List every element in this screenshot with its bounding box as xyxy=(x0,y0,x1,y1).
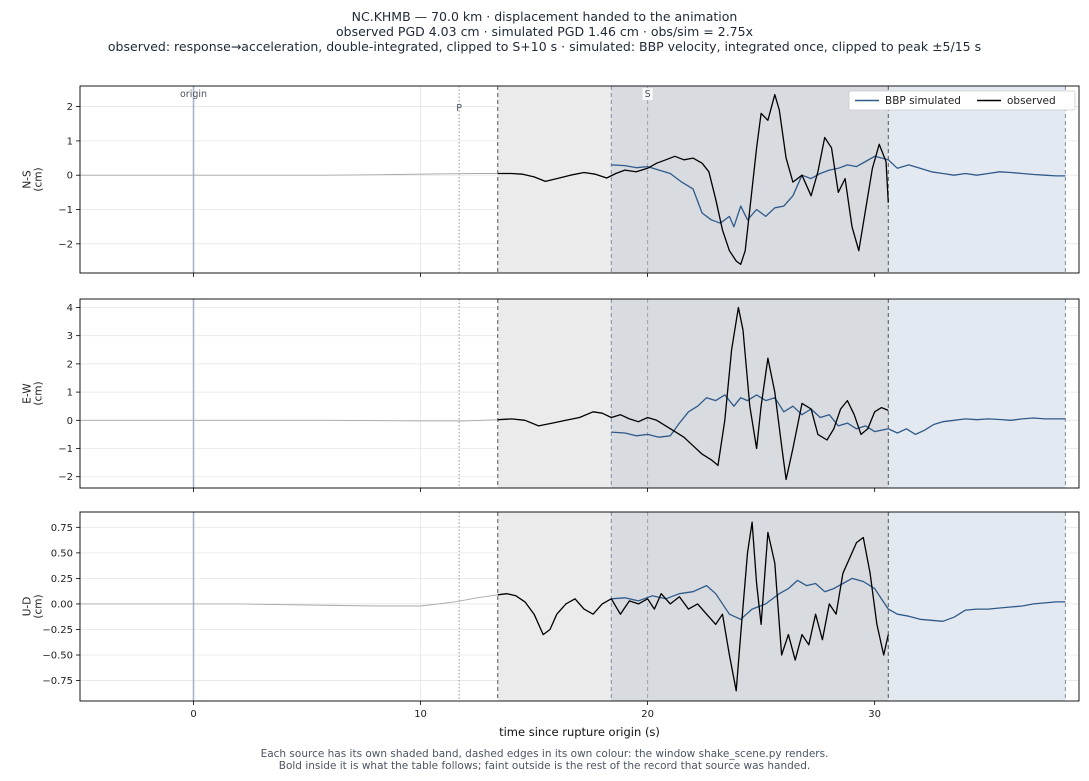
marker-label-bg xyxy=(642,88,653,100)
y-tick-label: 0.25 xyxy=(51,574,73,585)
panel-3: −0.75 −0.50 −0.25 0.00 0.25 0.50 0.75 U-D (cm) 0 1… xyxy=(22,511,1080,739)
y-tick-label: 1 xyxy=(67,136,73,147)
chart-title-line-1: NC.KHMB — 70.0 km · displacement handed … xyxy=(351,9,738,24)
marker-label-origin: origin xyxy=(180,89,207,100)
legend-box xyxy=(848,90,1076,111)
simulated-trace xyxy=(611,577,1066,622)
footer-note-line-1: Each source has its own shaded band, das… xyxy=(260,748,829,760)
footer-note-line-2: Bold inside it is what the table follows… xyxy=(278,760,811,772)
chart-title-line-3: observed: response→acceleration, double-… xyxy=(107,39,982,54)
y-tick-label: 0.50 xyxy=(51,548,73,559)
y-tick-label: 0.75 xyxy=(51,523,73,534)
y-axis-label: E-W xyxy=(22,383,34,404)
y-tick-label: 0.00 xyxy=(51,599,73,610)
y-axis-label: (cm) xyxy=(33,381,45,405)
overlap-window-band xyxy=(611,299,889,488)
y-tick-label: 3 xyxy=(67,331,73,342)
y-tick-label: 2 xyxy=(67,359,73,370)
marker-label-s: S xyxy=(645,89,651,100)
legend-label: BBP simulated xyxy=(885,95,961,107)
x-tick-label: 20 xyxy=(641,709,654,720)
marker-label-p: P xyxy=(456,103,462,114)
y-tick-label: −2 xyxy=(58,239,73,250)
y-axis-label: N-S xyxy=(22,170,34,189)
observed-trace xyxy=(497,306,889,481)
x-tick-label: 0 xyxy=(190,709,196,720)
panel-2: −2 −1 0 1 2 3 4 E-W (cm) xyxy=(22,298,1080,492)
simulated-trace xyxy=(611,394,1066,438)
chart-title-line-2: observed PGD 4.03 cm · simulated PGD 1.4… xyxy=(336,24,753,39)
legend-label: observed xyxy=(1007,95,1056,107)
y-tick-label: −0.50 xyxy=(42,651,73,662)
y-tick-label: −0.25 xyxy=(42,625,73,636)
y-axis-label: (cm) xyxy=(33,594,45,618)
y-tick-label: 1 xyxy=(67,388,73,399)
overlap-window-band xyxy=(611,512,889,701)
panel-frame xyxy=(79,85,1080,274)
y-tick-label: 0 xyxy=(67,171,73,182)
panel-frame xyxy=(79,298,1080,489)
y-tick-label: 2 xyxy=(67,102,73,113)
panel-1: −2 −1 0 1 2 N-S (cm) origin P S BBP simulated obser… xyxy=(22,85,1080,277)
observed-faint-trace xyxy=(80,419,498,422)
overlap-window-band xyxy=(611,86,889,273)
x-tick-label: 30 xyxy=(868,709,881,720)
y-tick-label: −0.75 xyxy=(42,676,73,687)
y-tick-label: −1 xyxy=(58,444,73,455)
panel-frame xyxy=(79,511,1080,702)
observed-faint-trace xyxy=(80,173,498,176)
simulated-trace xyxy=(611,155,1066,228)
y-axis-label: (cm) xyxy=(33,167,45,191)
x-tick-label: 10 xyxy=(414,709,427,720)
y-axis-label: U-D xyxy=(22,597,34,617)
y-tick-label: 4 xyxy=(67,303,73,314)
legend: BBP simulated observed xyxy=(848,90,1076,111)
y-tick-label: −2 xyxy=(58,472,73,483)
x-axis-label: time since rupture origin (s) xyxy=(499,725,660,739)
observed-trace xyxy=(497,93,889,266)
y-tick-label: −1 xyxy=(58,205,73,216)
observed-trace xyxy=(497,521,889,692)
y-tick-label: 0 xyxy=(67,416,73,427)
observed-faint-trace xyxy=(80,594,498,607)
